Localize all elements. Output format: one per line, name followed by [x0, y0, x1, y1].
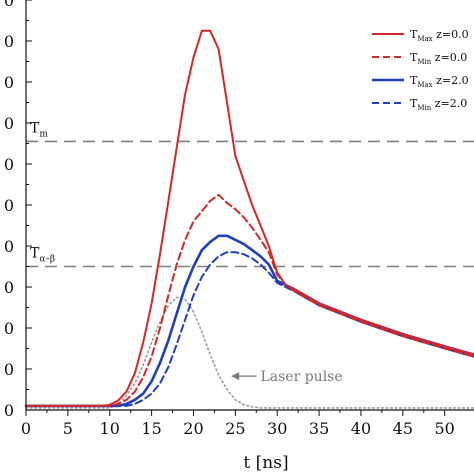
series-tmax_z0-line	[25, 29, 474, 407]
laser-pulse-label: Laser pulse	[260, 369, 342, 385]
series-layer	[24, 29, 474, 409]
x-tick-label-6: 30	[267, 419, 287, 438]
legend-main: T	[410, 74, 418, 87]
laser-arrow-head	[231, 372, 240, 381]
y-tick-label-2: 0	[4, 319, 14, 338]
y-tick-label-4: 0	[4, 237, 14, 256]
y-tick-label-8: 0	[4, 73, 14, 92]
reference-label-main: T	[30, 246, 40, 262]
y-tick-label-9: 0	[4, 32, 14, 51]
y-tick-label-7: 0	[4, 114, 14, 133]
legend-sub: Max	[417, 35, 432, 43]
y-tick-label-0: 0	[4, 401, 14, 420]
y-tick-label-10: 0	[4, 0, 14, 10]
y-tick-label-6: 0	[4, 155, 14, 174]
legend-entry-1: TMin z=0.0	[410, 51, 467, 66]
x-tick-label-5: 25	[225, 419, 245, 438]
legend-sub: Min	[417, 104, 431, 112]
reference-label-main: T	[30, 120, 40, 136]
legend-main: T	[410, 28, 418, 41]
series-laser-line	[25, 296, 474, 409]
x-tick-label-9: 45	[393, 419, 413, 438]
x-tick-label-3: 15	[141, 419, 161, 438]
reference-label-sub: α–β	[39, 255, 55, 265]
x-axis-title: t [ns]	[243, 453, 288, 473]
legend-entry-2: TMax z=2.0	[410, 74, 469, 89]
y-tick-label-1: 0	[4, 360, 14, 379]
x-tick-label-2: 10	[100, 419, 120, 438]
legend-rest: z=2.0	[431, 97, 467, 110]
x-tick-label-7: 35	[309, 419, 329, 438]
legend-rest: z=0.0	[431, 51, 467, 64]
legend-entry-0: TMax z=0.0	[410, 28, 469, 43]
reference-label-0: Tm	[30, 120, 48, 139]
legend-entry-3: TMin z=2.0	[410, 97, 467, 112]
y-tick-label-3: 0	[4, 278, 14, 297]
legend-rest: z=2.0	[433, 74, 469, 87]
y-tick-label-5: 0	[4, 196, 14, 215]
x-tick-label-4: 20	[183, 419, 203, 438]
x-tick-label-10: 50	[435, 419, 455, 438]
reference-label-1: Tα–β	[30, 246, 55, 265]
x-tick-label-0: 0	[21, 419, 31, 438]
legend-sub: Max	[417, 81, 432, 89]
reference-label-sub: m	[39, 129, 48, 139]
series-tmin_z0-line	[25, 193, 474, 407]
x-tick-label-1: 5	[63, 419, 73, 438]
legend-sub: Min	[417, 58, 431, 66]
legend-main: T	[410, 97, 418, 110]
x-tick-label-8: 40	[351, 419, 371, 438]
legend-main: T	[410, 51, 418, 64]
legend-rest: z=0.0	[433, 28, 469, 41]
